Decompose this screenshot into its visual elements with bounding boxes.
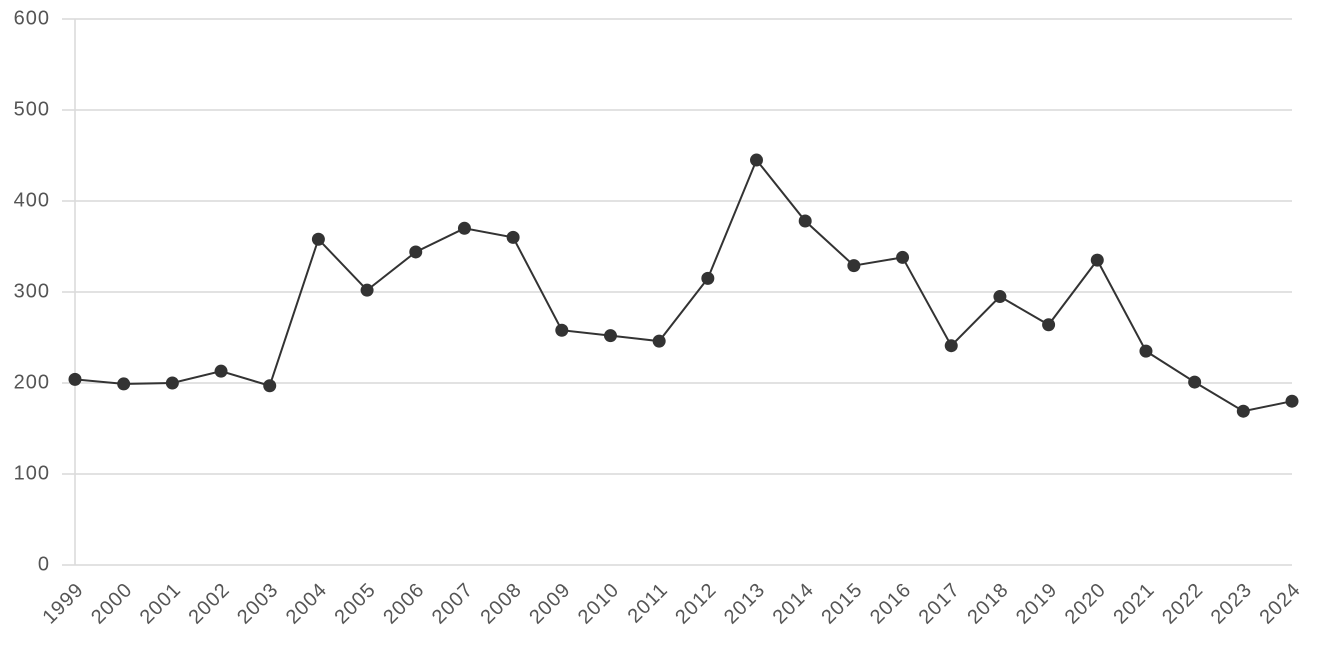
- x-tick-label: 2008: [477, 579, 527, 629]
- y-tick-label: 100: [14, 462, 50, 484]
- point: [1139, 344, 1153, 358]
- y-tick-label: 500: [14, 98, 50, 120]
- x-tick-label: 2018: [963, 579, 1013, 629]
- point: [117, 377, 131, 391]
- point: [1188, 375, 1202, 389]
- x-tick-label: 2010: [574, 579, 624, 629]
- line: [74, 158, 1293, 413]
- point: [701, 271, 715, 285]
- x-tick-label: 2014: [769, 579, 819, 629]
- x-tick-label: 2011: [624, 579, 673, 628]
- x-tick-label: 2004: [282, 579, 332, 629]
- point: [1236, 404, 1250, 418]
- point: [263, 379, 277, 393]
- x-tick-label: 2000: [87, 579, 137, 629]
- x-tick-label: 2022: [1158, 579, 1208, 629]
- point: [457, 221, 471, 235]
- x-tick-label: 2015: [817, 579, 867, 629]
- point: [993, 290, 1007, 304]
- point: [750, 153, 764, 167]
- x-tick-label: 2007: [428, 579, 478, 629]
- x-tick-label: 2013: [720, 579, 770, 629]
- point: [409, 245, 423, 259]
- point: [506, 230, 520, 244]
- point: [1285, 394, 1299, 408]
- y-tick-label: 300: [14, 280, 50, 302]
- x-tick-label: 2009: [525, 579, 575, 629]
- point: [68, 372, 82, 386]
- x-tick-label: 2020: [1061, 579, 1111, 629]
- x-tick-label: 2016: [866, 579, 916, 629]
- point: [847, 259, 861, 273]
- point: [603, 329, 617, 343]
- x-tick-label: 2012: [671, 579, 721, 629]
- x-tick-label: 2023: [1207, 579, 1257, 629]
- x-tick-label: 2019: [1012, 579, 1062, 629]
- x-tick-label: 2021: [1109, 579, 1159, 629]
- y-tick-label: 600: [14, 7, 50, 29]
- x-tick-label: 1999: [38, 579, 88, 629]
- point: [1042, 318, 1056, 332]
- y-tick-label: 400: [14, 189, 50, 211]
- point: [214, 364, 228, 378]
- point: [555, 323, 569, 337]
- y-tick-label: 200: [14, 371, 50, 393]
- point: [652, 334, 666, 348]
- x-tick-label: 2006: [379, 579, 429, 629]
- x-tick-label: 2017: [915, 579, 965, 629]
- x-tick-label: 2024: [1255, 579, 1305, 629]
- point: [798, 214, 812, 228]
- x-tick-label: 2002: [184, 579, 234, 629]
- point: [944, 339, 958, 353]
- x-tick-label: 2005: [330, 579, 380, 629]
- point: [311, 232, 325, 246]
- point: [165, 376, 179, 390]
- y-tick-label: 0: [38, 553, 50, 575]
- point: [360, 283, 374, 297]
- x-tick-label: 2003: [233, 579, 283, 629]
- point: [896, 250, 910, 264]
- x-tick-label: 2001: [136, 579, 186, 629]
- point: [1090, 253, 1104, 267]
